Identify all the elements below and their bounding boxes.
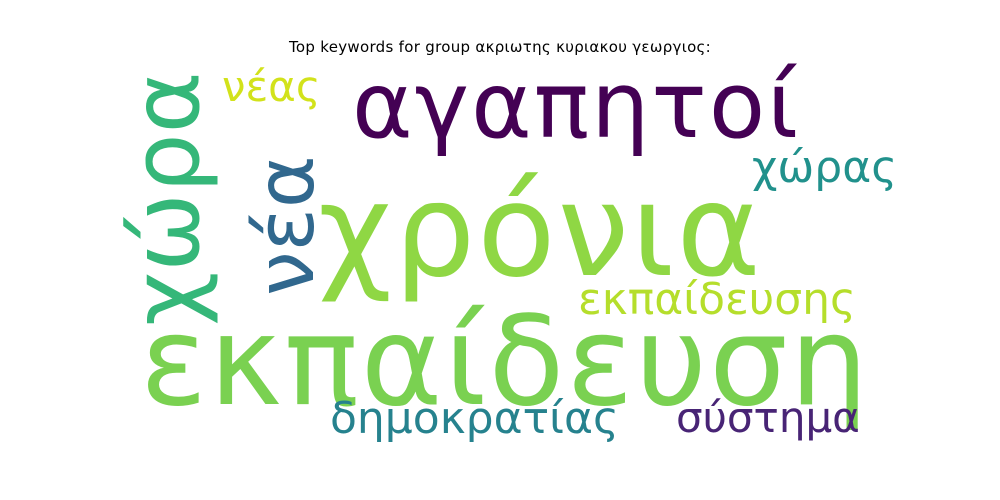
chart-title: Top keywords for group ακριωτης κυριακου… [288,38,712,56]
word-dimokratias: δημοκρατίας [330,393,619,444]
word-ekpaideusis: εκπαίδευσης [578,274,856,325]
word-neas: νέας [222,62,321,111]
word-systima: σύστημα [676,393,860,442]
word-chronia: χρόνια [318,157,763,306]
word-nea: νέα [239,155,332,296]
word-choras: χώρας [752,142,898,193]
word-ekpaideusi: εκπαίδευση [140,290,871,434]
word-chora: χώρα [112,71,221,326]
word-agapitoi: αγαπητοί [352,52,801,159]
